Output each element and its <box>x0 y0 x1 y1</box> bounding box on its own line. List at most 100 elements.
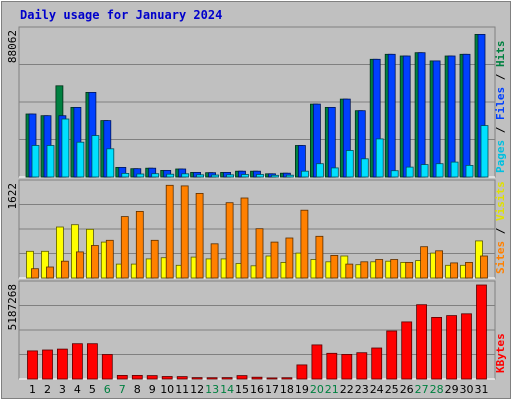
x-tick-label-5: 5 <box>89 383 96 396</box>
bar-kbytes-day-7 <box>116 374 128 380</box>
bar-visits-day-1 <box>26 250 34 279</box>
bar-kbytes-day-21 <box>326 352 338 380</box>
side-legend-part: Files <box>494 87 507 120</box>
bar-pages-day-21 <box>330 167 339 178</box>
bar-sites-day-21 <box>330 254 339 279</box>
bar-kbytes-day-3 <box>57 348 68 380</box>
panel-kbytes: 5187268 KBytes <box>6 280 507 380</box>
x-tick-label-6: 6 <box>104 383 111 396</box>
x-tick-label-17: 17 <box>265 383 279 396</box>
bar-sites-day-19 <box>300 209 309 279</box>
bar-kbytes-day-24 <box>371 347 383 380</box>
bar-sites-day-1 <box>31 268 39 279</box>
bar-sites-day-16 <box>255 228 264 279</box>
bar-sites-day-7 <box>120 216 129 279</box>
side-legend-part: / <box>494 221 507 241</box>
bar-pages-day-3 <box>61 118 70 178</box>
bar-sites-day-22 <box>345 263 354 279</box>
bar-kbytes-day-2 <box>42 349 53 380</box>
bar-pages-day-19 <box>300 170 309 178</box>
x-tick-label-31: 31 <box>475 383 489 396</box>
bar-sites-day-5 <box>91 245 99 279</box>
bar-kbytes-day-14 <box>221 377 233 380</box>
bar-pages-day-6 <box>106 148 115 178</box>
side-legend-part: / <box>494 120 507 140</box>
panel-visits-sites: 1622 Sites / Visits <box>6 179 507 279</box>
bar-kbytes-day-29 <box>446 315 458 380</box>
x-tick-label-20: 20 <box>310 383 324 396</box>
bar-visits-day-2 <box>41 250 49 279</box>
x-tick-label-29: 29 <box>445 383 459 396</box>
bar-sites-day-11 <box>180 185 189 279</box>
side-legend-part: KBytes <box>494 333 507 373</box>
bar-sites-day-20 <box>315 235 324 279</box>
bar-kbytes-day-28 <box>431 316 443 380</box>
x-tick-label-7: 7 <box>119 383 126 396</box>
bar-sites-day-15 <box>240 197 249 279</box>
bar-pages-day-30 <box>465 164 474 178</box>
bar-sites-day-26 <box>405 261 414 279</box>
x-tick-label-13: 13 <box>205 383 219 396</box>
bar-pages-day-27 <box>420 164 429 178</box>
bar-pages-day-16 <box>256 174 264 178</box>
bar-pages-day-11 <box>181 173 190 178</box>
x-axis-labels: 1 2 3 4 5 6 7 8 9 10 11 12 13 14 15 16 17 18 19 20 21 22 23 24 2… <box>29 383 489 396</box>
chart-title: Daily usage for January 2024 <box>20 8 222 22</box>
x-tick-label-30: 30 <box>460 383 474 396</box>
x-tick-label-3: 3 <box>59 383 66 396</box>
bar-kbytes-day-12 <box>191 377 203 380</box>
bar-pages-day-15 <box>241 174 249 178</box>
bar-sites-day-31 <box>480 255 488 279</box>
bar-files-day-27 <box>417 52 426 178</box>
bar-pages-day-9 <box>151 173 160 178</box>
x-tick-label-21: 21 <box>325 383 339 396</box>
x-tick-label-28: 28 <box>430 383 444 396</box>
bar-pages-day-2 <box>46 145 55 178</box>
bar-pages-day-22 <box>345 150 354 178</box>
bar-kbytes-day-25 <box>386 330 398 380</box>
side-legend-mid: Sites / Visits <box>494 181 507 274</box>
bar-visits-day-3 <box>56 226 64 279</box>
bar-sites-day-6 <box>105 239 114 279</box>
bar-kbytes-day-30 <box>461 313 472 380</box>
bar-kbytes-day-20 <box>311 344 323 380</box>
bar-files-day-28 <box>432 60 441 178</box>
panel-hits-files-pages: 88062 Pages / Files / Hits <box>6 26 507 178</box>
x-tick-label-8: 8 <box>134 383 141 396</box>
bar-sites-day-3 <box>61 260 69 279</box>
x-tick-label-15: 15 <box>235 383 249 396</box>
x-tick-label-2: 2 <box>44 383 51 396</box>
bar-sites-day-29 <box>450 262 459 279</box>
bar-kbytes-day-16 <box>251 376 263 380</box>
bar-kbytes-day-13 <box>206 377 218 380</box>
bar-kbytes-day-27 <box>416 304 428 380</box>
bar-pages-day-14 <box>226 174 235 178</box>
side-legend-bot: KBytes <box>494 333 507 373</box>
bar-sites-day-18 <box>285 237 294 279</box>
bar-kbytes-day-4 <box>72 343 83 380</box>
x-tick-label-18: 18 <box>280 383 294 396</box>
bar-sites-day-10 <box>165 184 174 279</box>
bar-kbytes-day-22 <box>341 353 353 380</box>
bar-pages-day-29 <box>450 161 459 178</box>
bar-sites-day-17 <box>270 241 279 279</box>
x-tick-label-14: 14 <box>220 383 234 396</box>
bar-sites-day-12 <box>195 192 204 279</box>
bar-kbytes-day-18 <box>281 377 293 380</box>
bar-kbytes-day-5 <box>87 343 98 380</box>
side-legend-part: Visits <box>494 181 507 221</box>
bar-files-day-29 <box>447 55 456 178</box>
bar-pages-day-4 <box>76 141 85 178</box>
bar-kbytes-day-8 <box>131 374 143 380</box>
x-tick-label-1: 1 <box>29 383 36 396</box>
x-tick-label-12: 12 <box>190 383 204 396</box>
bar-sites-day-28 <box>435 250 444 279</box>
bar-kbytes-day-1 <box>27 350 38 380</box>
bar-sites-day-9 <box>150 239 159 279</box>
bar-files-day-21 <box>327 107 336 178</box>
bar-kbytes-day-11 <box>176 376 188 380</box>
bar-kbytes-day-19 <box>296 364 308 380</box>
bar-files-day-26 <box>402 55 411 178</box>
